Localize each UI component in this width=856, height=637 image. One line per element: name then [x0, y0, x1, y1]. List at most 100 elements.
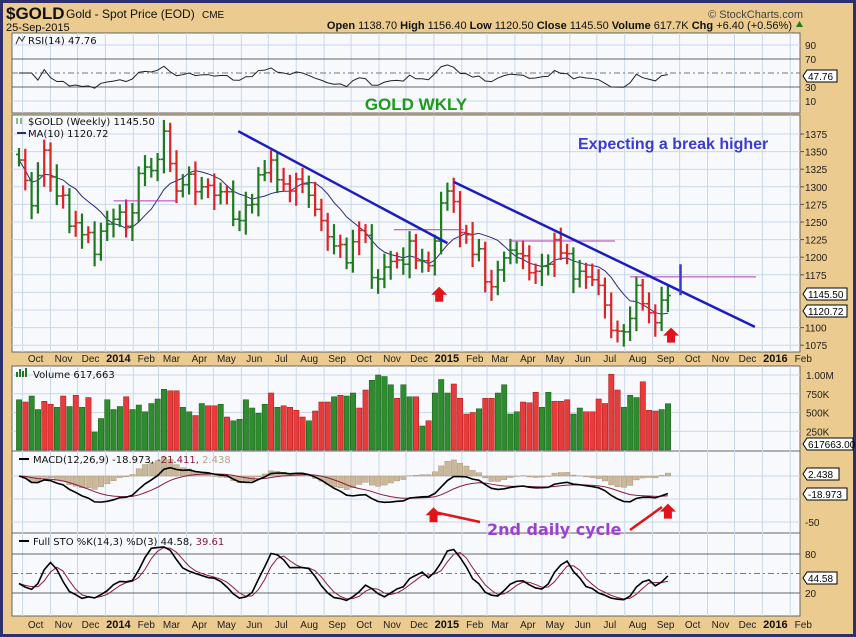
- month-label: Sep: [328, 354, 346, 365]
- volume-bar: [526, 402, 533, 451]
- price-bar: [337, 234, 344, 258]
- month-label: Jul: [275, 620, 288, 631]
- open-label: Open: [327, 20, 355, 32]
- macd-histogram-bar: [369, 475, 375, 486]
- price-bar: [620, 324, 627, 347]
- volume-bar: [608, 374, 615, 451]
- volume-bar: [356, 407, 363, 451]
- chg-value: +6.40 (+0.56%): [716, 20, 792, 32]
- volume-bar: [312, 410, 319, 451]
- volume-bar: [211, 405, 218, 451]
- price-bar: [362, 224, 369, 244]
- price-bar: [463, 224, 470, 244]
- macd-histogram-bar: [501, 475, 508, 480]
- volume-bar: [438, 379, 445, 451]
- month-label: Oct: [685, 354, 701, 365]
- price-bar: [255, 167, 262, 217]
- volume-bar: [287, 407, 293, 451]
- price-bar: [419, 248, 426, 273]
- month-label: Dec: [739, 354, 757, 365]
- price-tick-label: 1250: [805, 218, 828, 229]
- month-label: Oct: [28, 620, 44, 631]
- volume-bar: [381, 376, 388, 451]
- month-label: Jun: [575, 620, 591, 631]
- high-label: High: [400, 20, 425, 32]
- volume-bar: [41, 401, 48, 451]
- macd-histogram-bar: [123, 475, 130, 477]
- svg-text:617663.00: 617663.00: [808, 440, 856, 451]
- sto-main-label: Full STO %K(14,3) %D(3) 44.58,: [33, 537, 192, 548]
- volume-bar: [595, 398, 602, 451]
- macd-histogram-bar: [614, 475, 621, 488]
- price-bar: [664, 285, 671, 313]
- macd-histogram-bar: [66, 475, 73, 485]
- price-bar: [450, 177, 457, 213]
- volume-bar: [249, 407, 256, 451]
- macd-histogram-bar: [116, 475, 123, 478]
- price-bar: [583, 262, 589, 289]
- price-bar: [34, 162, 41, 214]
- price-bar: [217, 182, 224, 205]
- price-bar: [179, 174, 186, 198]
- month-label: Nov: [712, 620, 730, 631]
- price-bar: [652, 304, 659, 337]
- price-bar: [520, 240, 526, 270]
- month-label: Feb: [795, 354, 813, 365]
- volume-bar: [658, 409, 665, 451]
- price-bar: [223, 185, 230, 205]
- open-value: 1138.70: [358, 20, 397, 32]
- instrument-name: Gold - Spot Price (EOD): [66, 7, 195, 21]
- price-bar: [507, 238, 514, 265]
- price-bar: [639, 279, 646, 311]
- volume-bar: [98, 418, 104, 451]
- volume-bar: [532, 392, 539, 451]
- volume-bar: [299, 416, 306, 451]
- month-label: Nov: [55, 620, 73, 631]
- low-value: 1120.50: [495, 20, 534, 32]
- svg-text:-18.973: -18.973: [808, 490, 842, 501]
- macd-histogram-bar: [135, 468, 142, 477]
- volume-bar: [91, 431, 98, 451]
- high-value: 1156.40: [428, 20, 467, 32]
- month-label: May: [545, 620, 564, 631]
- macd-histogram-bar: [608, 475, 615, 486]
- macd-signal-label: -21.411,: [157, 455, 199, 466]
- volume-bar: [620, 407, 627, 451]
- svg-text:44.58: 44.58: [808, 574, 833, 585]
- sto-d-label: 39.61: [196, 537, 225, 548]
- macd-histogram-bar: [205, 474, 211, 477]
- macd-histogram-bar: [47, 475, 54, 479]
- volume-bar: [545, 392, 552, 451]
- month-label: Apr: [520, 354, 536, 365]
- macd-histogram-bar: [72, 475, 79, 487]
- volume-bar: [501, 384, 508, 451]
- volume-bar: [129, 409, 136, 451]
- volume-bar: [387, 384, 394, 451]
- volume-bar: [236, 419, 243, 451]
- macd-histogram-bar: [413, 475, 419, 477]
- macd-histogram-bar: [375, 475, 382, 487]
- macd-histogram-bar: [381, 475, 388, 486]
- volume-bar: [564, 399, 571, 451]
- price-tick-label: 1300: [805, 183, 828, 194]
- volume-bar: [400, 384, 407, 451]
- month-label: Mar: [491, 354, 509, 365]
- price-tick-label: 1275: [805, 200, 828, 211]
- price-bar: [356, 221, 363, 256]
- macd-histogram-bar: [362, 475, 369, 483]
- volume-bar: [142, 411, 149, 451]
- month-label: Nov: [712, 354, 730, 365]
- price-bar: [53, 164, 60, 206]
- brand-link[interactable]: © StockCharts.com: [708, 9, 803, 21]
- price-bar: [368, 224, 375, 289]
- sto-tick-label: 80: [805, 550, 817, 561]
- month-label: Dec: [410, 620, 428, 631]
- volume-bar: [173, 390, 180, 451]
- volume-bar: [255, 413, 262, 451]
- price-bar: [72, 210, 79, 237]
- sto-tick-label: 20: [805, 589, 817, 600]
- month-label: 2016: [763, 619, 787, 631]
- volume-bar: [148, 403, 155, 451]
- macd-histogram-bar: [539, 475, 545, 478]
- red-up-arrow-icon: [659, 503, 676, 519]
